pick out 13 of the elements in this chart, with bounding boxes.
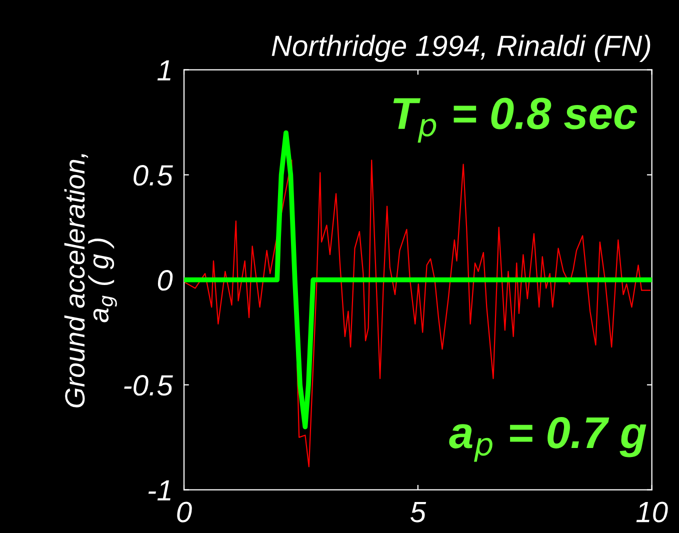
- annotation: a$_{p}$ = 0.7 g: [449, 416, 646, 462]
- y-tick-label: 0: [158, 270, 173, 291]
- x-tick-label: 10: [636, 502, 668, 522]
- y-tick-label: -0.5: [124, 375, 173, 396]
- chart-title: Northridge 1994, Rinaldi (FN): [272, 34, 650, 62]
- line-series: [184, 160, 651, 468]
- y-tick-label: 1: [157, 60, 170, 80]
- y-axis-title: Ground acceleration, a$_{g}$ ( g ): [64, 154, 117, 408]
- x-tick-label: 0: [177, 502, 192, 522]
- annotation: T$_{p}$ = 0.8 sec: [393, 98, 638, 143]
- x-tick-label: 5: [410, 502, 426, 522]
- y-tick-label: 0.5: [134, 165, 173, 186]
- y-tick-label: -1: [148, 480, 170, 500]
